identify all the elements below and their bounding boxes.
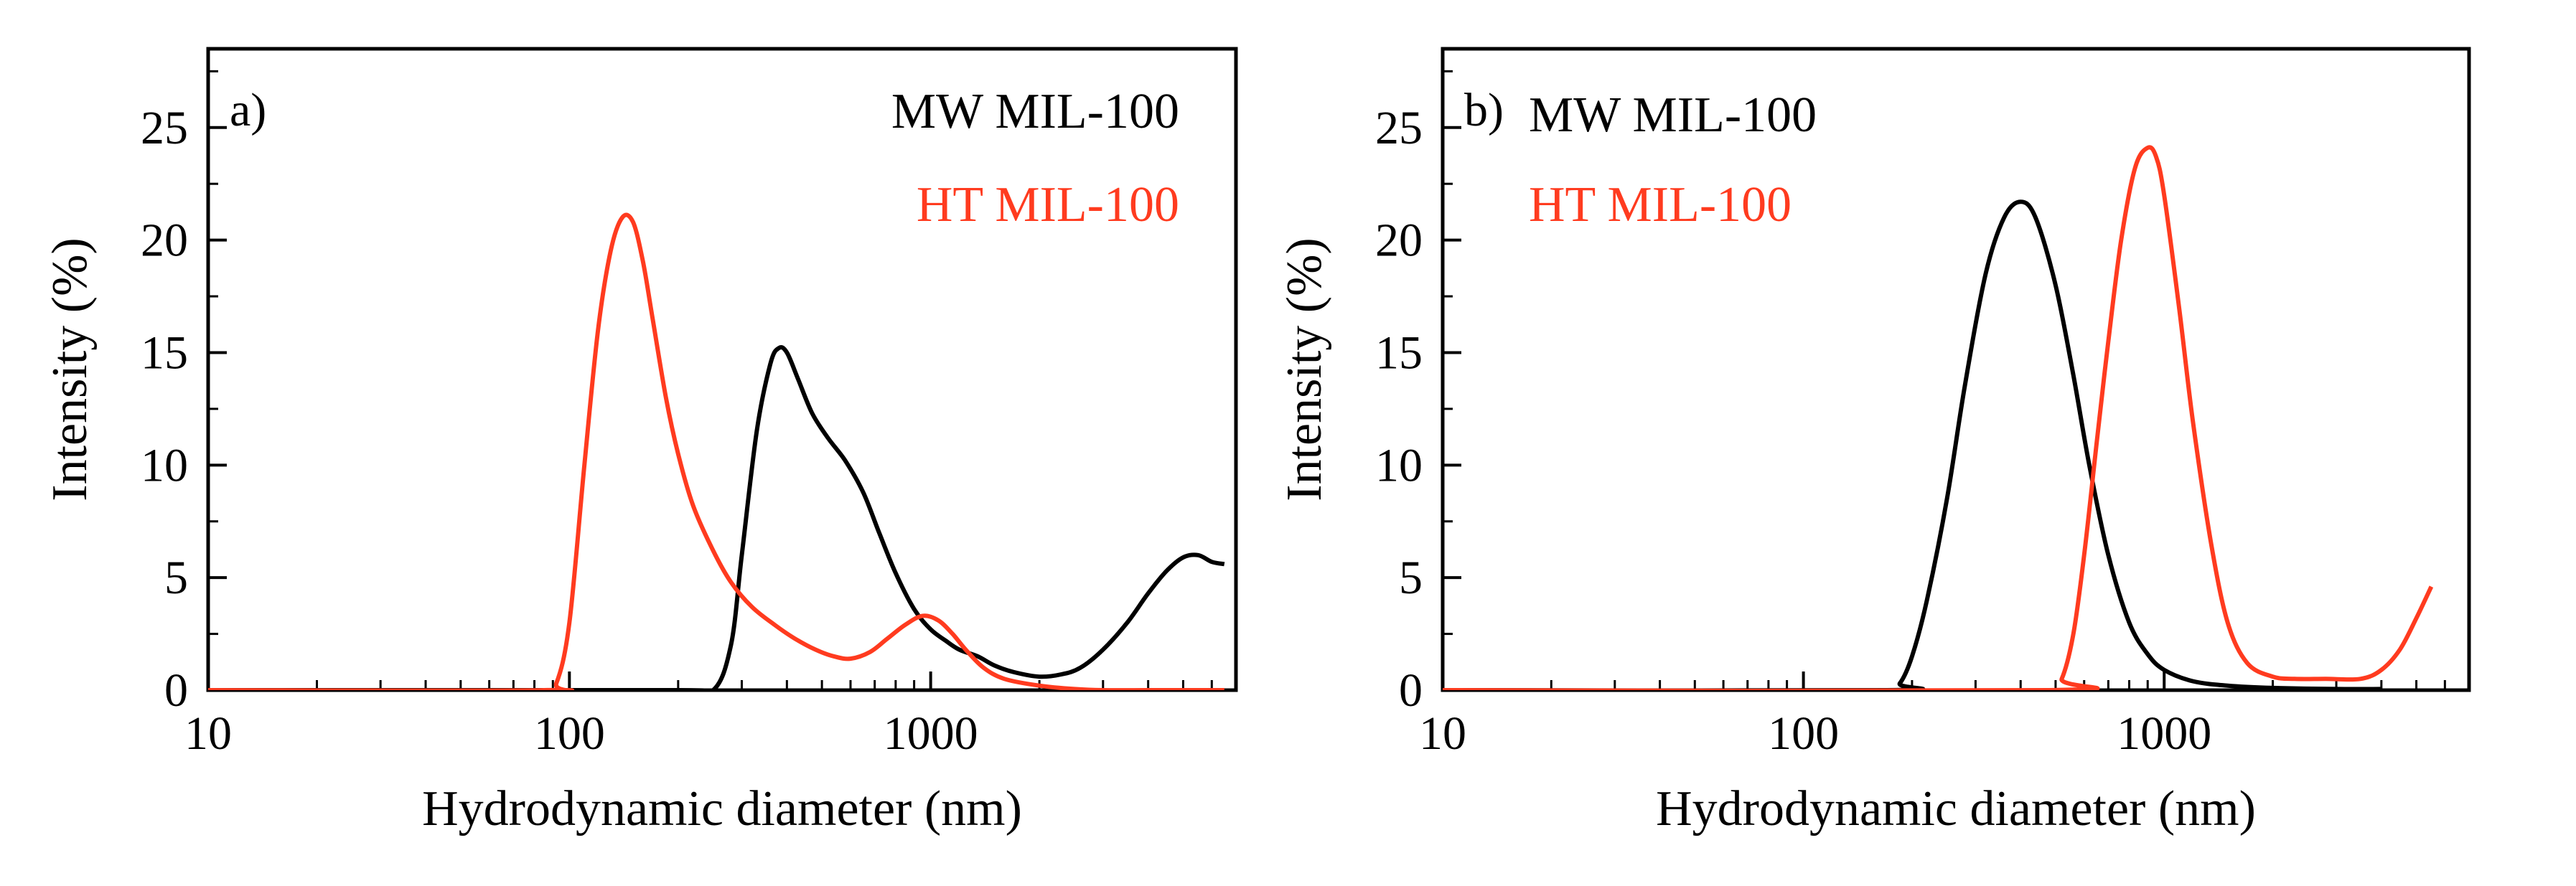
legend-entry-ht-mil-100: HT MIL-100 bbox=[1529, 177, 1792, 232]
x-tick-label: 100 bbox=[1768, 707, 1839, 760]
series-line-mw-mil-100 bbox=[1443, 199, 2381, 690]
y-tick-label: 25 bbox=[141, 102, 188, 154]
y-tick-label: 5 bbox=[164, 552, 188, 604]
series-line-mw-mil-100 bbox=[208, 345, 1225, 690]
x-tick-label: 10 bbox=[184, 707, 232, 760]
series-line-ht-mil-100 bbox=[208, 212, 1224, 690]
legend-entry-ht-mil-100: HT MIL-100 bbox=[917, 177, 1179, 232]
x-axis-title: Hydrodynamic diameter (nm) bbox=[422, 781, 1022, 836]
y-tick-label: 15 bbox=[141, 326, 188, 379]
panel-label: b) bbox=[1464, 84, 1504, 136]
legend-entry-mw-mil-100: MW MIL-100 bbox=[891, 84, 1179, 139]
x-tick-label: 10 bbox=[1419, 707, 1466, 760]
y-tick-label: 15 bbox=[1375, 326, 1423, 379]
plot-frame bbox=[206, 47, 1238, 692]
y-axis-title: Intensity (%) bbox=[1277, 237, 1332, 501]
x-tick-label: 1000 bbox=[884, 707, 978, 760]
series-line-ht-mil-100 bbox=[1443, 145, 2434, 690]
legend-entry-mw-mil-100: MW MIL-100 bbox=[1529, 88, 1817, 143]
y-tick-label: 20 bbox=[1375, 215, 1423, 267]
y-tick-label: 5 bbox=[1399, 552, 1423, 604]
x-tick-label: 1000 bbox=[2117, 707, 2211, 760]
x-tick-label: 100 bbox=[534, 707, 605, 760]
x-axis-title: Hydrodynamic diameter (nm) bbox=[1656, 781, 2256, 836]
chart-panel-a: 0 5 10 15 20 25 10 100 1000 Hydrodynamic diameter… bbox=[42, 47, 1238, 836]
y-tick-label: 10 bbox=[1375, 439, 1423, 491]
panel-label: a) bbox=[230, 84, 266, 136]
y-tick-label: 0 bbox=[1399, 664, 1423, 717]
y-tick-label: 25 bbox=[1375, 102, 1423, 154]
y-axis-title: Intensity (%) bbox=[42, 237, 98, 501]
plot-frame bbox=[1441, 47, 2471, 692]
y-tick-label: 0 bbox=[164, 664, 188, 717]
y-tick-label: 20 bbox=[141, 215, 188, 267]
chart-panel-b: 0 5 10 15 20 25 10 100 1000 Hydrodynamic diameter… bbox=[1277, 47, 2471, 836]
y-tick-label: 10 bbox=[141, 439, 188, 491]
